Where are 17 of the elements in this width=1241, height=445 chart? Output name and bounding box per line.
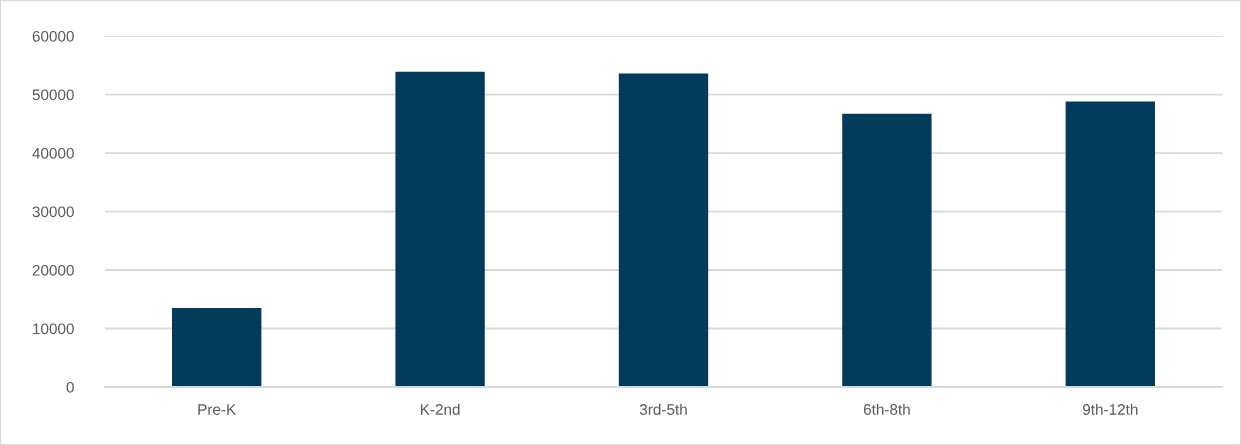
bar <box>1065 101 1155 388</box>
y-tick-label: 60000 <box>32 30 74 42</box>
bar <box>618 73 709 388</box>
x-tick-label: Pre-K <box>198 404 237 415</box>
x-tick-label: 9th-12th <box>1083 403 1138 415</box>
x-tick-label: K-2nd <box>420 403 460 415</box>
y-tick-label: 20000 <box>32 264 74 276</box>
bar <box>395 71 485 388</box>
y-tick-label: 30000 <box>32 206 74 218</box>
x-tick-label: 6th-8th <box>863 403 910 415</box>
y-tick-label: 0 <box>66 381 74 393</box>
y-tick-label: 10000 <box>33 323 74 335</box>
y-tick-label: 50000 <box>32 89 74 101</box>
bar <box>842 113 932 388</box>
y-tick-label: 40000 <box>32 147 74 159</box>
bar <box>172 308 262 388</box>
x-tick-label: 3rd-5th <box>639 403 687 415</box>
